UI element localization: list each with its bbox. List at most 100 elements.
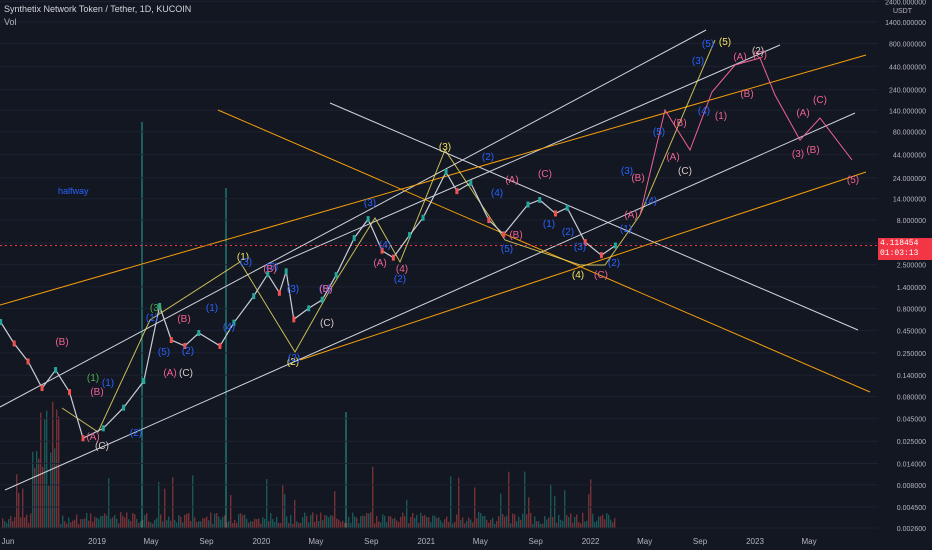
volume-bar	[190, 521, 192, 528]
wave-labels: (B)(1) (1)(B)(A)(C)(3)(1)(5)(A) (C)(B)(2)(…	[55, 37, 859, 452]
y-tick-label: 24.000000	[893, 176, 926, 183]
wave-label: (3)	[439, 142, 451, 153]
volume-bar	[14, 517, 16, 528]
wave-label: (4)	[491, 188, 503, 199]
volume-bar	[378, 521, 380, 528]
y-tick-label: 0.045000	[897, 417, 926, 424]
volume-bar	[414, 517, 416, 528]
price-point	[553, 210, 557, 217]
volume-bar	[536, 521, 538, 528]
volume-bar	[304, 512, 306, 528]
volume-bar	[394, 517, 396, 528]
channel-line-white	[4, 112, 856, 491]
price-point	[277, 289, 281, 296]
wave-label: (C)	[179, 368, 193, 379]
volume-bar	[174, 519, 176, 528]
volume-bar	[390, 516, 392, 528]
wave-label: (4)	[396, 264, 408, 275]
volume-bar	[364, 516, 366, 528]
volume-bar	[180, 516, 182, 528]
volume-bar	[488, 522, 490, 528]
volume-bar	[520, 519, 522, 528]
y-tick-label: 80.000000	[893, 130, 926, 137]
y-tick-label: 0.004500	[897, 505, 926, 512]
price-point	[26, 358, 30, 365]
price-point	[0, 319, 3, 326]
volume-bar	[42, 466, 44, 528]
wave-label: (5)	[501, 244, 513, 255]
volume-bar	[336, 518, 338, 528]
wave-label: (A)	[624, 210, 637, 221]
price-point	[391, 254, 395, 261]
volume-bar	[224, 515, 226, 528]
volume-bar	[466, 521, 468, 528]
y-tick-label: 0.002600	[897, 526, 926, 533]
volume-bar	[574, 517, 576, 528]
wave-label: (1)	[206, 303, 218, 314]
volume-bar	[460, 520, 462, 528]
x-tick-label: 2023	[746, 537, 764, 546]
volume-bar	[264, 518, 266, 528]
volume-bar	[406, 499, 408, 528]
volume-bar	[598, 516, 600, 528]
y-tick-label: 0.025000	[897, 439, 926, 446]
volume-bar	[468, 517, 470, 528]
volume-bar	[538, 521, 540, 528]
volume-bar	[254, 518, 256, 528]
volume-bar	[462, 517, 464, 528]
volume-bar	[386, 522, 388, 528]
y-tick-label: 140.000000	[889, 108, 926, 115]
volume-bar	[92, 521, 94, 528]
volume-bar	[530, 512, 532, 528]
volume-bar	[60, 523, 62, 528]
volume-bar	[330, 514, 332, 528]
volume-bar	[236, 522, 238, 528]
volume-bar	[46, 410, 48, 528]
volume-bar	[428, 517, 430, 528]
volume-bar	[116, 518, 118, 528]
volume-bar	[154, 519, 156, 528]
price-point	[68, 389, 72, 396]
volume-bar	[558, 514, 560, 528]
wave-label: (3)	[240, 257, 252, 268]
volume-bar	[80, 519, 82, 528]
wave-label: (5)	[266, 262, 278, 273]
volume-bar	[366, 513, 368, 528]
volume-bar	[340, 522, 342, 528]
volume-bar	[332, 515, 334, 528]
volume-bar	[392, 518, 394, 528]
x-tick-label: May	[637, 537, 652, 546]
volume-bar	[546, 519, 548, 528]
volume-bar	[320, 512, 322, 528]
volume-bar	[10, 516, 12, 528]
volume-bar	[202, 518, 204, 528]
last-price-value: 4.118454	[880, 239, 919, 248]
volume-bar	[550, 484, 552, 528]
y-tick-label: 1400.000000	[885, 20, 926, 27]
x-tick-label: 2022	[582, 537, 600, 546]
wave-label: (2)	[752, 46, 764, 57]
volume-bar	[184, 514, 186, 528]
channel-line-orange	[299, 171, 867, 361]
volume-bar	[70, 522, 72, 528]
volume-bar	[476, 518, 478, 528]
volume-bar	[352, 512, 354, 528]
price-point	[232, 319, 236, 326]
volume-bar	[100, 516, 102, 528]
wave-label: (B)	[177, 314, 190, 325]
volume-bar	[500, 493, 502, 528]
x-tick-label: Sep	[693, 537, 708, 546]
halfway-annotation: halfway	[58, 186, 89, 196]
volume-bar	[422, 515, 424, 528]
volume-bar	[130, 521, 132, 528]
volume-bar	[62, 515, 64, 528]
wave-label: (C)	[813, 95, 827, 106]
wave-label: (3)	[150, 303, 162, 314]
price-point	[183, 342, 187, 349]
wave-label: (B)	[263, 264, 276, 275]
volume-bar	[434, 515, 436, 528]
volume-bar	[594, 522, 596, 528]
volume-bar	[560, 519, 562, 528]
volume-bar	[458, 477, 460, 528]
